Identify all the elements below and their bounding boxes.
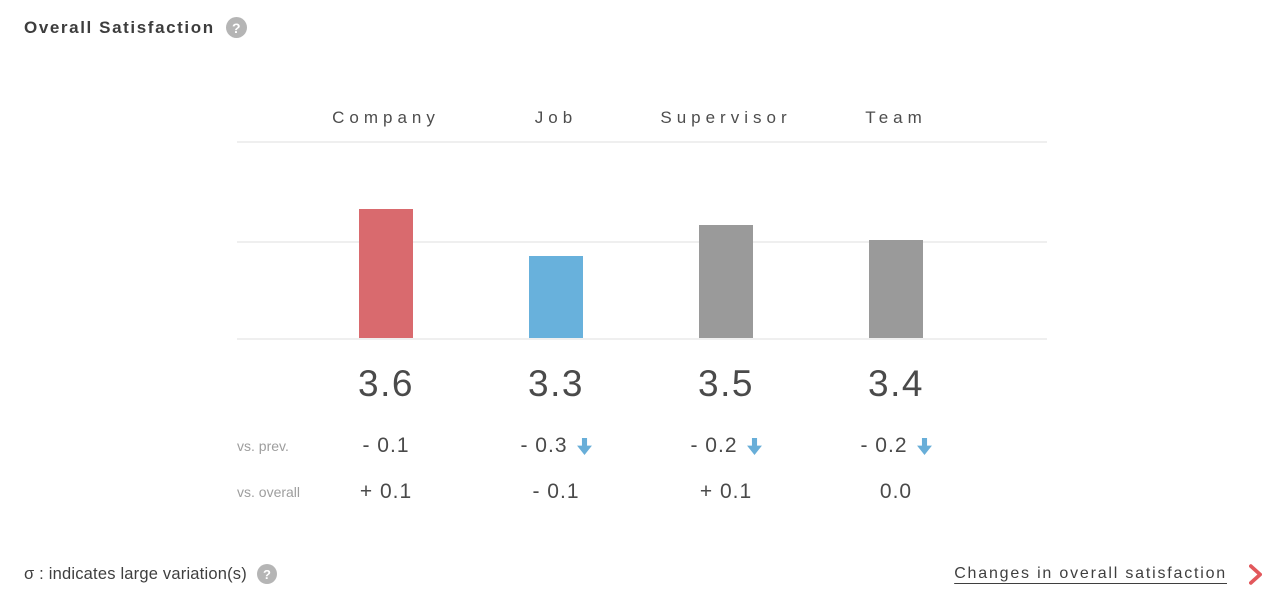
help-icon[interactable]: ?: [225, 17, 247, 38]
vs-prev-job: - 0.3: [471, 434, 641, 458]
score-job: 3.3: [528, 363, 584, 404]
sigma-note: σ : indicates large variation(s): [24, 564, 247, 583]
question-mark-glyph: ?: [262, 566, 271, 582]
bars-row: [237, 143, 1047, 338]
column-header-supervisor: Supervisor: [660, 108, 792, 127]
question-mark-glyph: ?: [231, 19, 241, 36]
down-arrow-icon: [746, 437, 762, 455]
bar-cell-supervisor: [641, 143, 811, 338]
gridline-middle: [237, 241, 1047, 243]
vs-overall-row: vs. overall + 0.1 - 0.1 + 0.1 0.0: [237, 474, 1047, 510]
vs-prev-supervisor: - 0.2: [641, 434, 811, 458]
vs-prev-team: - 0.2: [811, 434, 981, 458]
bar-team: [869, 240, 923, 338]
bar-company: [359, 209, 413, 338]
changes-link-group: Changes in overall satisfaction: [954, 563, 1262, 585]
vs-prev-supervisor-value: - 0.2: [690, 434, 738, 457]
bar-cell-team: [811, 143, 981, 338]
vs-prev-row: vs. prev. - 0.1 - 0.3 - 0.2 - 0.2: [237, 428, 1047, 464]
satisfaction-chart: Company Job Supervisor Team 3.6 3.3 3.5: [237, 90, 1047, 510]
vs-overall-supervisor: + 0.1: [699, 480, 753, 503]
vs-prev-company: - 0.1: [301, 434, 471, 458]
vs-prev-label: vs. prev.: [237, 438, 289, 454]
vs-overall-job: - 0.1: [532, 480, 580, 503]
changes-link[interactable]: Changes in overall satisfaction: [954, 565, 1227, 582]
chart-plot-area: [237, 141, 1047, 340]
bar-cell-company: [301, 143, 471, 338]
score-values-row: 3.6 3.3 3.5 3.4: [237, 340, 1047, 402]
page-title: Overall Satisfaction: [24, 17, 215, 37]
bar-supervisor: [699, 225, 753, 338]
down-arrow-icon: [576, 437, 592, 455]
score-team: 3.4: [868, 363, 924, 404]
widget-header: Overall Satisfaction ?: [24, 17, 247, 38]
column-header-job: Job: [534, 108, 578, 127]
vs-overall-company: + 0.1: [359, 480, 413, 503]
bar-job: [529, 256, 583, 338]
vs-overall-label: vs. overall: [237, 484, 301, 500]
vs-prev-company-value: - 0.1: [362, 434, 410, 457]
score-supervisor: 3.5: [698, 363, 754, 404]
chevron-right-icon[interactable]: [1249, 563, 1262, 585]
down-arrow-icon: [916, 437, 932, 455]
sigma-note-group: σ : indicates large variation(s) ?: [24, 564, 277, 584]
bar-cell-job: [471, 143, 641, 338]
note-help-icon[interactable]: ?: [256, 564, 277, 584]
vs-overall-team: 0.0: [879, 480, 913, 503]
widget-footer: σ : indicates large variation(s) ? Chang…: [24, 556, 1262, 592]
vs-prev-job-value: - 0.3: [520, 434, 568, 457]
score-company: 3.6: [358, 363, 414, 404]
chart-header-row: Company Job Supervisor Team: [237, 90, 1047, 141]
column-header-team: Team: [865, 108, 927, 127]
vs-prev-team-value: - 0.2: [860, 434, 908, 457]
column-header-company: Company: [332, 108, 440, 127]
